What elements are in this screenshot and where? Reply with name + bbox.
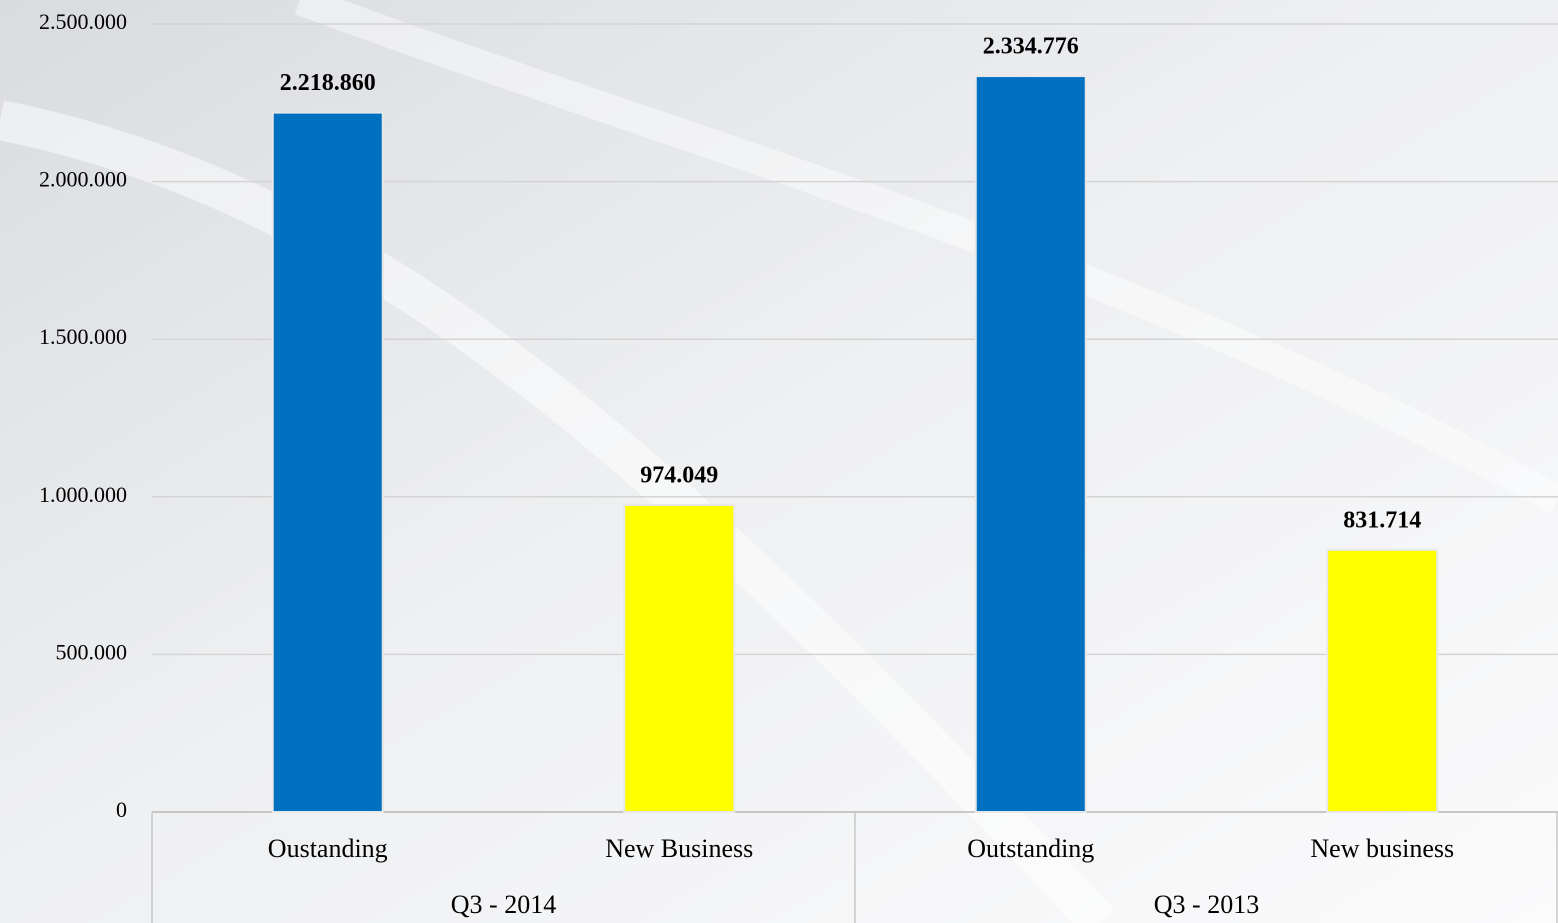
y-tick-label: 2.000.000 (39, 167, 127, 192)
group-label: Q3 - 2014 (451, 890, 556, 919)
value-label: 974.049 (640, 462, 718, 488)
y-tick-label: 2.500.000 (39, 9, 127, 34)
x-tick-label: Oustanding (268, 834, 388, 863)
group-label: Q3 - 2013 (1154, 890, 1259, 919)
x-tick-label: New Business (605, 834, 753, 863)
bar (271, 111, 384, 813)
bar (974, 75, 1087, 813)
y-tick-label: 500.000 (56, 639, 128, 664)
x-tick-label: Outstanding (967, 834, 1094, 863)
y-tick-label: 1.000.000 (39, 482, 127, 507)
value-label: 2.334.776 (983, 34, 1079, 60)
background-swoosh (0, 100, 1115, 923)
y-tick-label: 1.500.000 (39, 324, 127, 349)
background-swoosh (294, 0, 1558, 514)
y-tick-label: 0 (116, 797, 127, 822)
bar (1326, 548, 1439, 813)
bar (623, 503, 736, 813)
value-label: 2.218.860 (280, 70, 376, 96)
value-label: 831.714 (1343, 507, 1421, 533)
x-tick-label: New business (1310, 834, 1454, 863)
